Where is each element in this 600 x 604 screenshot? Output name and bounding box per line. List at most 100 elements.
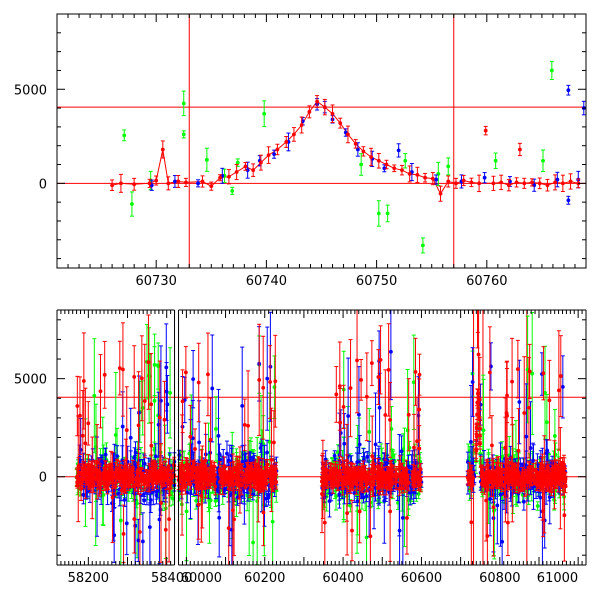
data-point <box>446 180 450 184</box>
data-point <box>201 180 205 184</box>
data-point-group <box>361 147 365 156</box>
data-point <box>133 456 137 460</box>
data-point <box>127 473 131 477</box>
data-point-group <box>386 205 390 222</box>
top-plot-area <box>57 14 586 268</box>
data-point <box>110 183 114 187</box>
data-point <box>156 489 160 493</box>
data-point <box>121 425 125 429</box>
data-point <box>323 105 327 109</box>
data-point <box>205 158 209 162</box>
data-point <box>218 176 222 180</box>
data-point <box>125 428 129 432</box>
data-point-group <box>119 174 123 192</box>
data-point-group <box>569 174 573 189</box>
series-red <box>110 96 580 202</box>
data-point <box>132 517 136 521</box>
data-point <box>446 165 450 169</box>
data-point-group <box>122 130 126 141</box>
data-point-group <box>184 178 188 186</box>
data-point-group <box>566 196 570 204</box>
data-point <box>108 473 112 477</box>
data-point-group <box>439 186 443 201</box>
data-point-group <box>550 61 554 79</box>
data-point <box>125 521 129 525</box>
data-point-group <box>415 167 419 182</box>
data-point <box>89 479 93 483</box>
data-point <box>377 212 381 216</box>
data-point <box>141 540 145 544</box>
data-point <box>143 462 147 466</box>
series-green <box>122 61 554 253</box>
data-point <box>76 467 80 471</box>
data-point <box>177 453 181 457</box>
data-point <box>227 175 231 179</box>
data-point-group <box>518 143 522 155</box>
data-point <box>182 133 186 137</box>
data-point <box>148 525 152 529</box>
data-point <box>147 360 151 364</box>
data-point <box>123 498 127 502</box>
data-point-group <box>121 323 125 416</box>
data-point <box>144 474 148 478</box>
data-point-group <box>446 176 450 187</box>
data-point <box>397 149 401 153</box>
data-point <box>271 520 275 524</box>
bottom-plot-area <box>57 240 586 593</box>
data-point <box>122 133 126 137</box>
data-point <box>230 189 234 193</box>
data-point-group <box>397 144 401 157</box>
data-point <box>359 163 363 167</box>
data-point <box>377 159 381 163</box>
data-point-group <box>553 175 557 190</box>
data-point-group <box>227 170 231 184</box>
data-point <box>315 100 319 104</box>
data-point <box>196 181 200 185</box>
data-point <box>262 112 266 116</box>
data-point-group <box>122 505 126 563</box>
data-point <box>121 473 125 477</box>
data-point <box>469 180 473 184</box>
data-point-group <box>462 175 466 185</box>
data-point <box>530 180 534 184</box>
data-point-group <box>292 128 296 142</box>
data-point <box>153 363 157 367</box>
data-point <box>111 495 115 499</box>
data-point <box>386 212 390 216</box>
data-point <box>197 440 201 444</box>
data-point-group <box>132 346 136 408</box>
data-point <box>522 181 526 185</box>
data-point <box>122 532 126 536</box>
data-point <box>86 421 90 425</box>
data-point-group <box>86 402 90 445</box>
data-point <box>191 377 195 381</box>
data-point <box>121 368 125 372</box>
data-point-group <box>566 85 570 95</box>
data-point <box>103 479 107 483</box>
data-point <box>130 202 134 206</box>
data-point-group <box>166 177 170 190</box>
data-point <box>346 133 350 137</box>
data-point <box>566 198 570 202</box>
data-point-group <box>267 147 271 164</box>
data-point-group <box>423 173 427 182</box>
data-point <box>550 69 554 73</box>
data-point <box>132 375 136 379</box>
data-point <box>95 471 99 475</box>
data-point <box>209 184 213 188</box>
series-blue <box>150 85 586 204</box>
data-point <box>434 178 438 182</box>
data-point <box>166 181 170 185</box>
data-point <box>300 123 304 127</box>
data-point <box>159 508 163 512</box>
top-plot-frame <box>57 14 586 268</box>
data-point <box>553 180 557 184</box>
data-point <box>126 484 130 488</box>
data-point <box>138 480 142 484</box>
data-point <box>408 172 412 176</box>
season-0 <box>75 315 177 580</box>
data-point-group <box>545 179 549 191</box>
